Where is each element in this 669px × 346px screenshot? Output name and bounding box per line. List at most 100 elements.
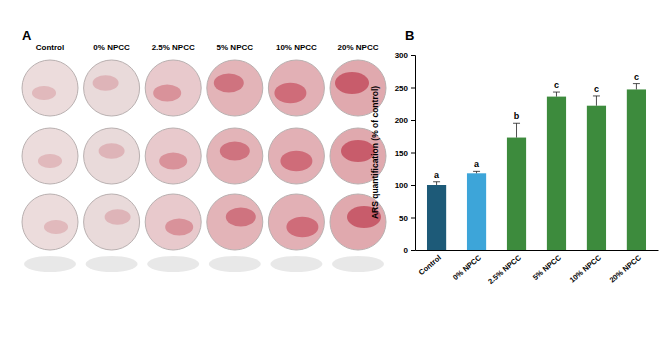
well xyxy=(22,128,78,184)
x-tick-label: 10% NPCC xyxy=(568,253,604,285)
well xyxy=(268,60,324,116)
well xyxy=(145,194,201,250)
x-tick: 20% NPCC xyxy=(608,253,644,285)
well xyxy=(207,194,263,250)
y-tick-mark xyxy=(411,153,415,154)
y-tick-mark xyxy=(411,250,415,251)
error-bar-stem xyxy=(636,84,637,90)
y-tick-label: 150 xyxy=(395,149,409,158)
x-tick-label: Control xyxy=(417,253,443,277)
bar xyxy=(547,97,566,250)
significance-letter: c xyxy=(554,80,559,90)
well xyxy=(84,60,140,116)
x-tick-label: 2.5% NPCC xyxy=(486,253,523,286)
well-reflection xyxy=(147,256,199,272)
y-tick-mark xyxy=(411,55,415,56)
y-tick-label: 200 xyxy=(395,116,409,125)
significance-letter: c xyxy=(594,84,599,94)
y-tick: 150 xyxy=(395,149,415,158)
stain xyxy=(214,74,244,93)
well-reflection xyxy=(86,256,138,272)
error-bar-cap xyxy=(473,171,480,172)
well xyxy=(207,60,263,116)
column-label: 5% NPCC xyxy=(217,43,254,52)
significance-letter: c xyxy=(634,72,639,82)
figure: AControl0% NPCC2.5% NPCC5% NPCC10% NPCC2… xyxy=(0,0,669,346)
well xyxy=(84,194,140,250)
stain xyxy=(220,142,250,161)
stain xyxy=(165,218,193,235)
well-reflection xyxy=(332,256,384,272)
y-tick: 0 xyxy=(404,246,415,255)
y-axis-title: ARS quantification (% of control) xyxy=(370,86,380,219)
y-tick-label: 250 xyxy=(395,84,409,93)
y-tick-label: 50 xyxy=(399,214,408,223)
y-tick: 100 xyxy=(395,181,415,190)
error-bar-cap xyxy=(553,92,560,93)
error-bar xyxy=(473,171,480,173)
x-tick-label: 0% NPCC xyxy=(451,253,483,282)
error-bar xyxy=(633,84,640,90)
significance-letter: b xyxy=(514,111,520,121)
bar xyxy=(427,185,446,250)
x-tick-label: 5% NPCC xyxy=(531,253,563,282)
error-bar xyxy=(593,96,600,106)
error-bar xyxy=(553,92,560,97)
well xyxy=(145,128,201,184)
y-tick: 50 xyxy=(399,214,415,223)
column-label: 0% NPCC xyxy=(93,43,130,52)
well xyxy=(207,128,263,184)
stain xyxy=(44,220,68,234)
y-tick: 300 xyxy=(395,51,415,60)
well xyxy=(268,194,324,250)
y-tick-mark xyxy=(411,218,415,219)
y-tick-mark xyxy=(411,88,415,89)
error-bar-stem xyxy=(516,123,517,137)
well xyxy=(145,60,201,116)
stain xyxy=(93,75,119,91)
y-tick: 250 xyxy=(395,84,415,93)
bar xyxy=(587,106,606,250)
stain xyxy=(38,154,62,168)
panel-label: B xyxy=(405,28,414,43)
x-axis: Control 0% NPCC2.5% NPCC 5% NPCC10% NPCC20… xyxy=(416,251,659,286)
x-tick-label: 20% NPCC xyxy=(608,253,644,285)
stain xyxy=(335,72,369,94)
well xyxy=(268,128,324,184)
stain xyxy=(286,217,318,237)
x-tick: 10% NPCC xyxy=(568,253,604,285)
well xyxy=(84,128,140,184)
well-reflection xyxy=(270,256,322,272)
x-axis-line xyxy=(416,250,659,251)
x-tick: 5% NPCC xyxy=(531,253,563,282)
y-tick-mark xyxy=(411,120,415,121)
panel-a: Control0% NPCC2.5% NPCC5% NPCC10% NPCC20… xyxy=(22,43,386,272)
x-tick: 0% NPCC xyxy=(451,253,483,282)
y-tick: 200 xyxy=(395,116,415,125)
error-bar xyxy=(433,182,440,185)
column-label: 2.5% NPCC xyxy=(152,43,195,52)
error-bar xyxy=(513,123,520,137)
well-reflection xyxy=(24,256,76,272)
stain xyxy=(99,143,125,159)
column-label: 20% NPCC xyxy=(338,43,379,52)
stain xyxy=(153,84,181,101)
error-bar-cap xyxy=(513,123,520,124)
stain xyxy=(280,151,312,171)
stain xyxy=(274,83,306,103)
well xyxy=(22,60,78,116)
well-reflection xyxy=(209,256,261,272)
column-label: 10% NPCC xyxy=(276,43,317,52)
bar xyxy=(507,138,526,250)
error-bar-cap xyxy=(593,95,600,96)
y-tick-mark xyxy=(411,185,415,186)
plot-marks xyxy=(427,84,646,250)
well xyxy=(22,194,78,250)
x-tick: 2.5% NPCC xyxy=(486,253,523,286)
significance-letter: a xyxy=(474,159,480,169)
error-bar-stem xyxy=(436,182,437,185)
significance-letter: a xyxy=(434,170,440,180)
panel-label: A xyxy=(22,28,32,43)
error-bar-cap xyxy=(433,181,440,182)
stain xyxy=(226,208,256,227)
